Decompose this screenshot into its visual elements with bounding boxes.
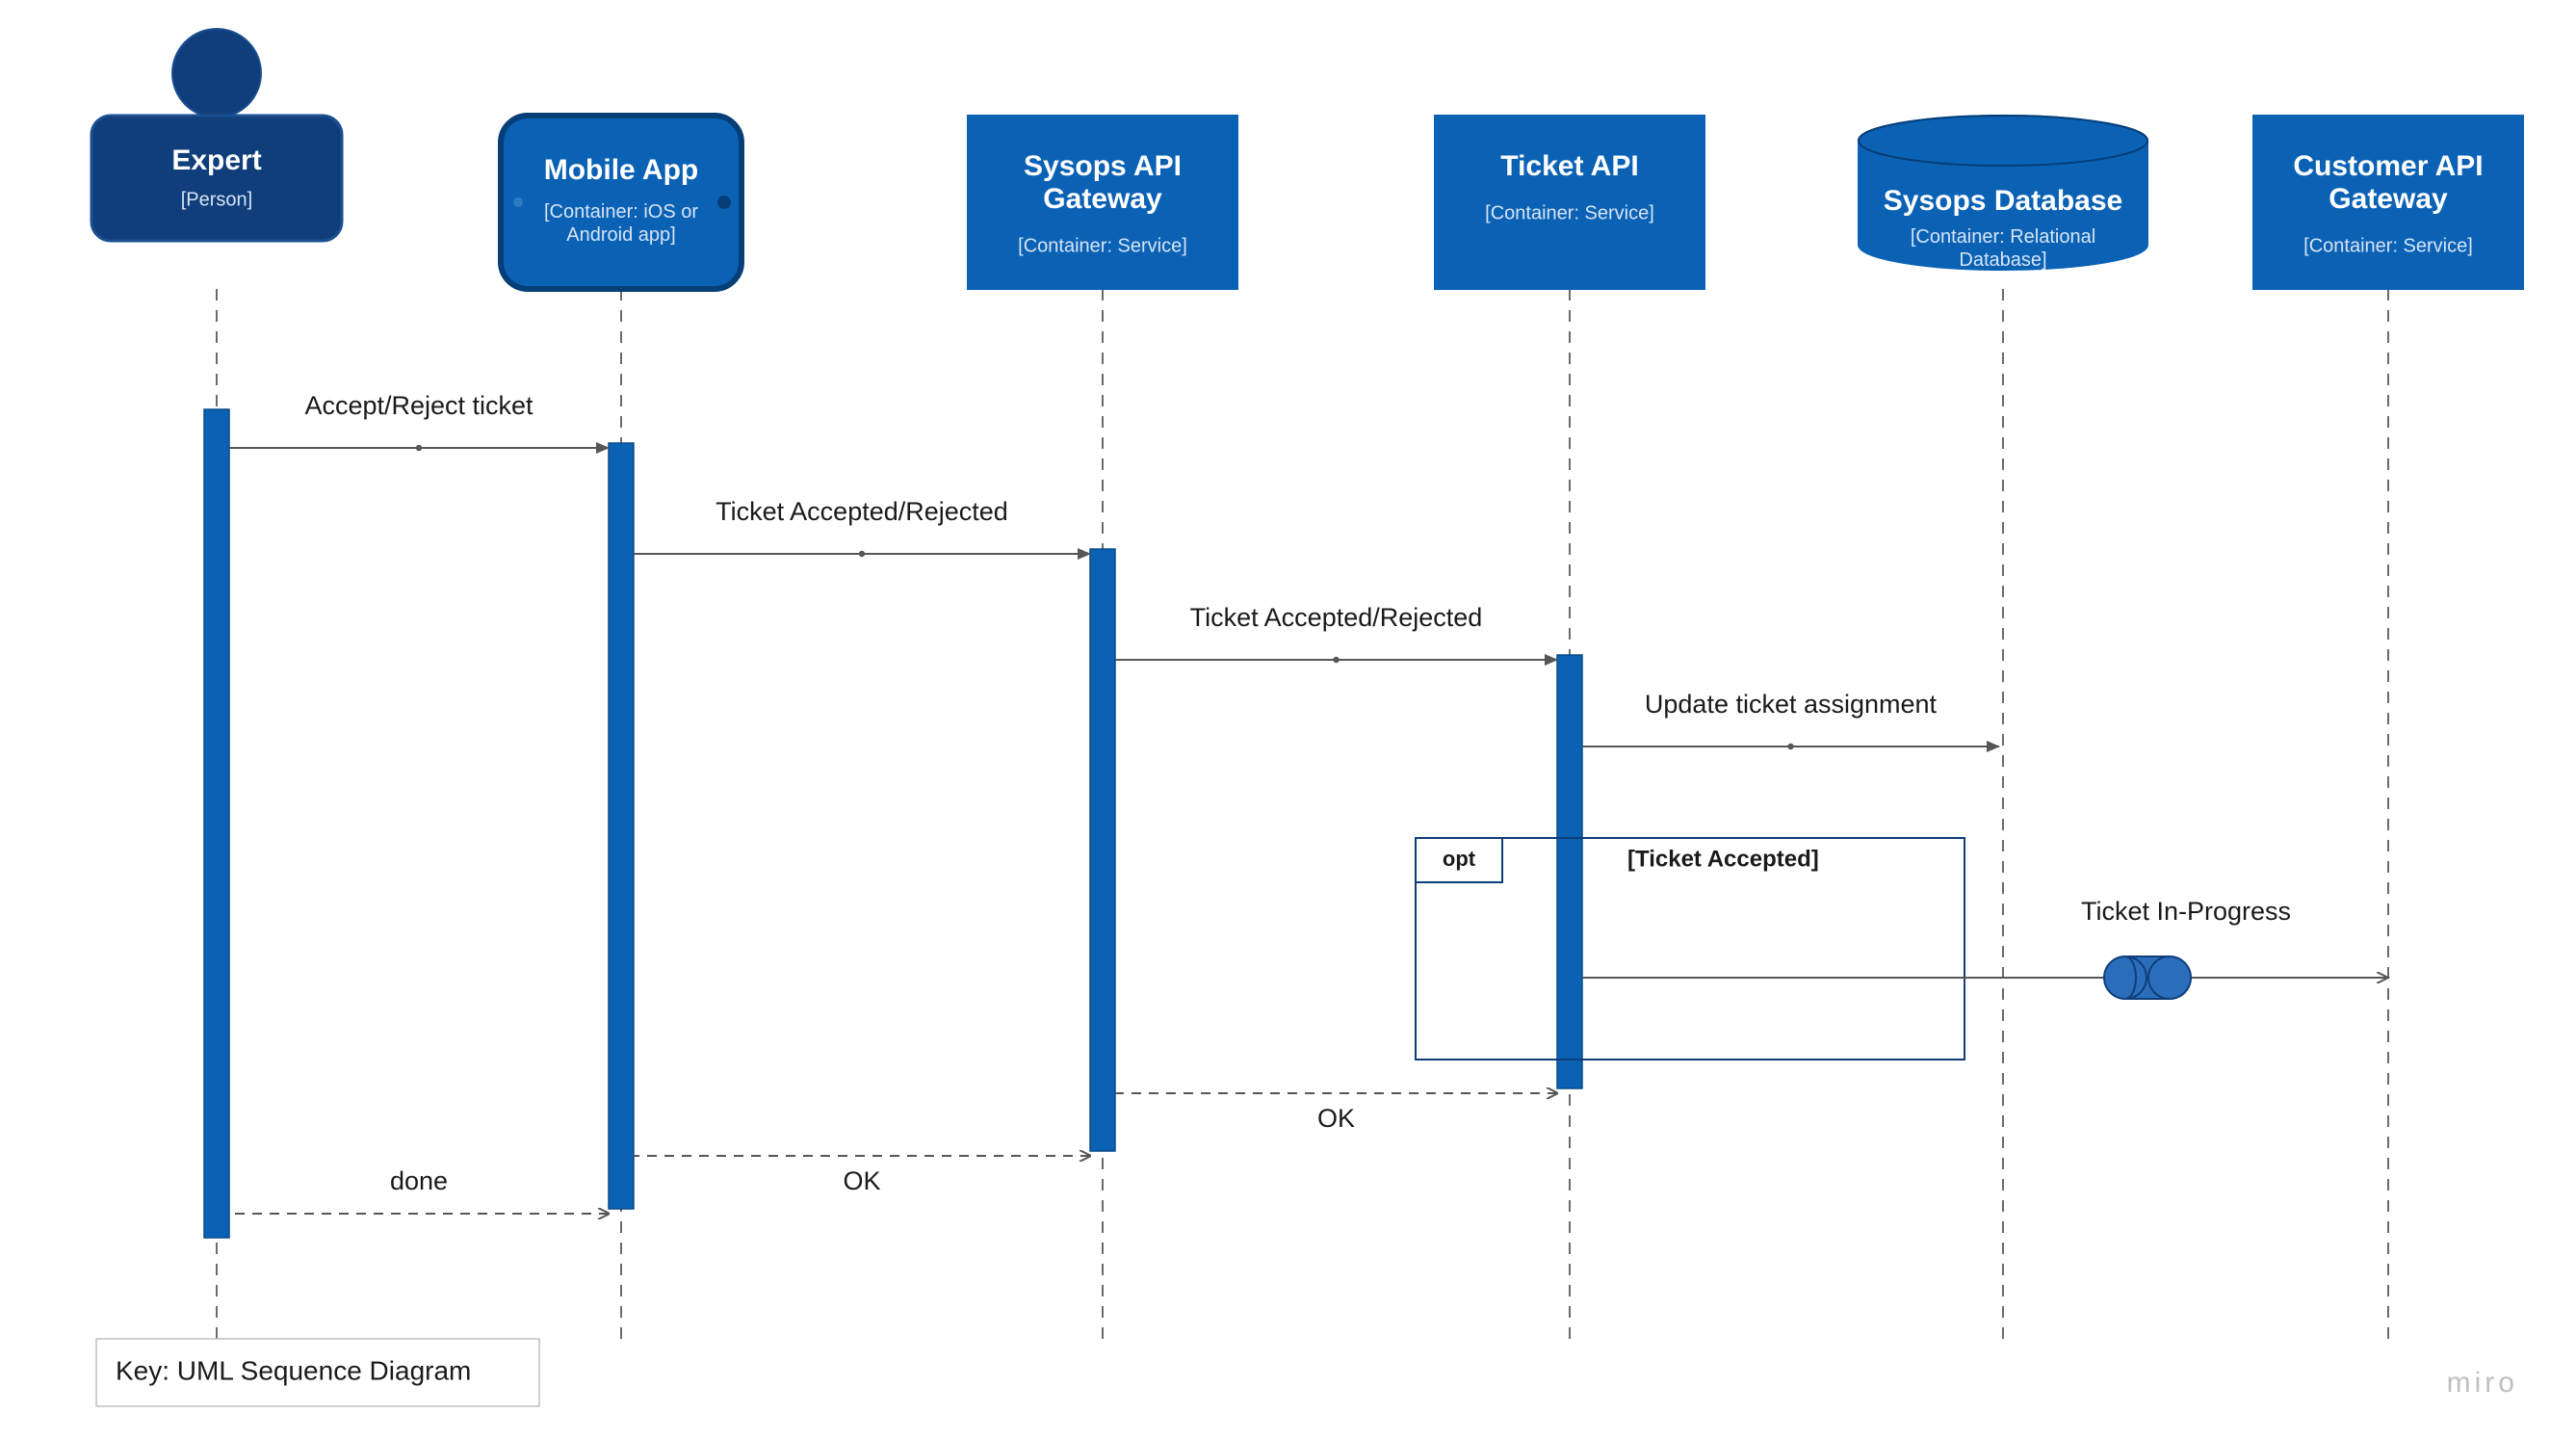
- message-label: done: [390, 1166, 448, 1195]
- key-text: Key: UML Sequence Diagram: [116, 1355, 471, 1385]
- message-label: OK: [843, 1166, 880, 1195]
- participant-expert: Expert [Person]: [91, 29, 342, 241]
- participant-mobile: Mobile App[Container: iOS orAndroid app]: [501, 116, 742, 289]
- participant-title: Mobile App: [544, 154, 699, 186]
- message-label: Ticket In-Progress: [2081, 897, 2291, 926]
- message-5: OK: [1115, 1093, 1557, 1133]
- message-label: Ticket Accepted/Rejected: [716, 497, 1008, 526]
- activation-ticket: [1557, 655, 1582, 1088]
- activation-sysapi: [1090, 549, 1115, 1151]
- watermark: miro: [2447, 1367, 2518, 1399]
- opt-fragment: opt [Ticket Accepted]: [1416, 838, 1965, 1060]
- sequence-diagram: Expert [Person] Mobile App[Container: iOS …: [0, 0, 2576, 1440]
- message-3: Update ticket assignment: [1582, 690, 1999, 749]
- participant-sub: [Container: Service]: [1018, 236, 1187, 257]
- message-7: done: [229, 1166, 609, 1214]
- message-label: Update ticket assignment: [1645, 690, 1938, 719]
- message-0: Accept/Reject ticket: [229, 391, 609, 451]
- diagram-key: Key: UML Sequence Diagram: [96, 1339, 539, 1406]
- message-6: OK: [634, 1156, 1090, 1195]
- message-4: Ticket In-Progress: [1582, 897, 2388, 999]
- participant-sub: [Container: Service]: [1485, 203, 1654, 224]
- participant-title: Ticket API: [1500, 150, 1638, 182]
- message-label: OK: [1317, 1104, 1355, 1133]
- participant-sysapi: Sysops APIGateway [Container: Service]: [968, 116, 1237, 289]
- participant-title: Expert: [171, 144, 261, 176]
- participant-ticket: Ticket API [Container: Service]: [1435, 116, 1704, 289]
- participant-title: Sysops APIGateway: [1024, 150, 1182, 215]
- participant-db: Sysops Database[Container: RelationalDat…: [1859, 116, 2147, 271]
- message-1: Ticket Accepted/Rejected: [634, 497, 1090, 557]
- opt-label: opt: [1443, 847, 1476, 871]
- message-label: Accept/Reject ticket: [304, 391, 533, 420]
- participant-custapi: Customer APIGateway[Container: Service]: [2253, 116, 2523, 289]
- participant-sub: [Container: Service]: [2303, 236, 2473, 257]
- activation-expert: [204, 409, 229, 1238]
- opt-condition: [Ticket Accepted]: [1627, 846, 1819, 872]
- message-2: Ticket Accepted/Rejected: [1115, 603, 1557, 663]
- participant-title: Sysops Database: [1884, 185, 2122, 217]
- activation-mobile: [609, 443, 634, 1209]
- participant-sub: [Person]: [181, 190, 252, 211]
- message-label: Ticket Accepted/Rejected: [1190, 603, 1483, 632]
